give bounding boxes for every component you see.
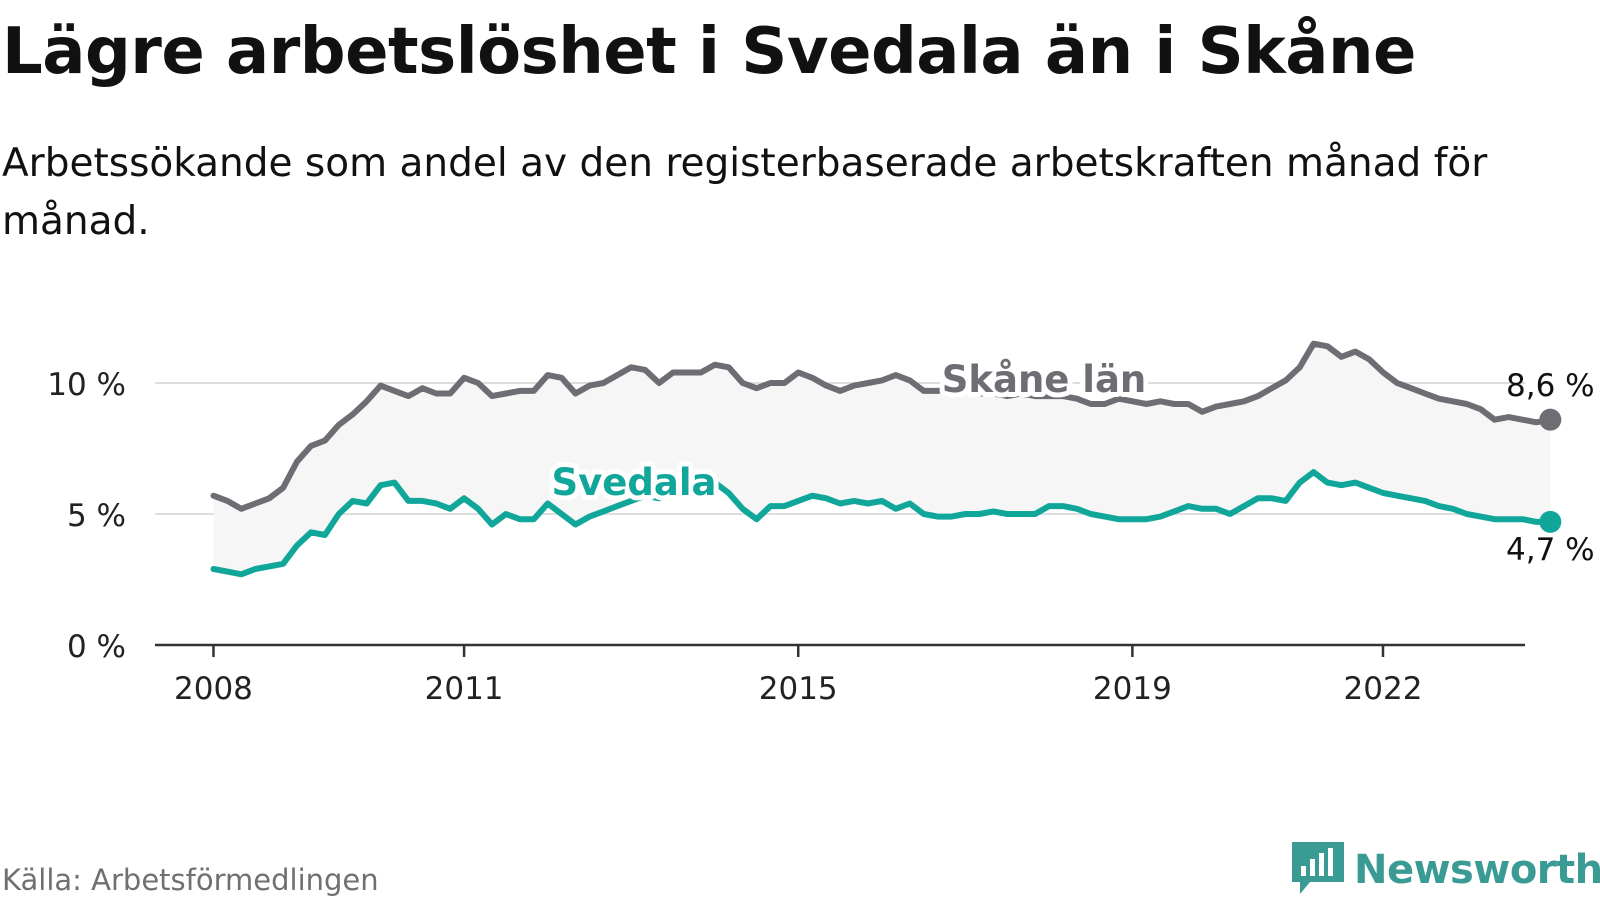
- brand-logo: Newsworthy: [1292, 842, 1600, 898]
- y-tick-label: 5 %: [67, 498, 126, 534]
- line-skane: [210, 340, 1554, 512]
- source-note: Källa: Arbetsförmedlingen: [2, 863, 379, 897]
- end-value-skane: 8,6 %: [1506, 368, 1595, 404]
- series-label-skane: Skåne län: [942, 358, 1147, 401]
- chart-title: Lägre arbetslöshet i Svedala än i Skåne: [2, 15, 1416, 89]
- brand-name: Newsworthy: [1354, 847, 1600, 893]
- series-labels: Skåne län Svedala 8,6 % 4,7 %: [547, 353, 1595, 568]
- line-svedala: [210, 469, 1554, 578]
- y-axis-labels: 0 % 5 % 10 %: [47, 367, 126, 665]
- series-lines: [210, 340, 1562, 578]
- x-tick-label: 2022: [1344, 671, 1423, 707]
- x-tick-label: 2015: [759, 671, 838, 707]
- end-dot-skane: [1539, 408, 1562, 431]
- chart-subtitle: Arbetssökande som andel av den registerb…: [2, 141, 1488, 244]
- bar-chart-icon: [1292, 842, 1344, 894]
- end-value-svedala: 4,7 %: [1506, 532, 1595, 568]
- difference-band: [213, 343, 1551, 575]
- x-tick-label: 2019: [1093, 671, 1172, 707]
- x-tick-label: 2011: [425, 671, 504, 707]
- band-area: [213, 343, 1551, 575]
- series-label-svedala: Svedala: [552, 461, 717, 504]
- y-tick-label: 0 %: [67, 629, 126, 665]
- x-tick-label: 2008: [174, 671, 253, 707]
- x-axis: 2008 2011 2015 2019 2022: [155, 643, 1525, 707]
- end-dot-svedala: [1539, 510, 1562, 533]
- y-tick-label: 10 %: [47, 367, 126, 403]
